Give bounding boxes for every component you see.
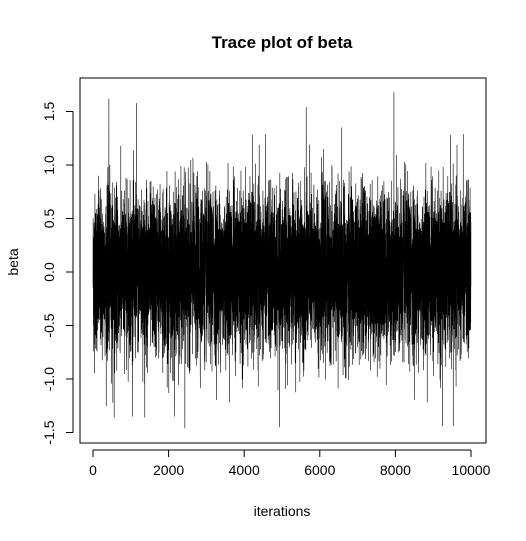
y-tick-label: -1.5 [41,420,57,444]
y-axis: -1.5 -1.0 -0.5 0.0 0.5 1.0 1.5 [41,102,74,445]
x-tick-label: 0 [89,462,97,478]
y-tick-label: 1.0 [41,155,57,175]
y-axis-label: beta [5,248,21,275]
chart-title: Trace plot of beta [212,33,353,52]
y-tick-label: 0.5 [41,209,57,229]
x-tick-label: 2000 [153,462,184,478]
x-tick-label: 10000 [452,462,491,478]
y-tick-label: 0.0 [41,262,57,282]
x-tick-label: 6000 [304,462,335,478]
beta-trace-line [92,92,472,429]
y-tick-label: -0.5 [41,313,57,337]
plot-frame [79,77,487,444]
y-tick-label: 1.5 [41,102,57,122]
x-tick-label: 4000 [229,462,260,478]
x-axis-label: iterations [254,503,311,519]
beta-trace-series [92,92,472,429]
x-axis: 0 2000 4000 6000 8000 10000 [89,449,491,478]
x-tick-label: 8000 [380,462,411,478]
y-tick-label: -1.0 [41,367,57,391]
